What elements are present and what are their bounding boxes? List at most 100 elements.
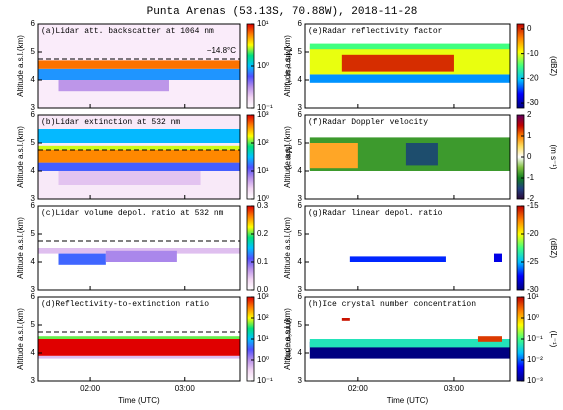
colorbar-unit: (dBZ) xyxy=(549,56,558,76)
y-axis-label: Altitude a.s.l.(km) xyxy=(16,126,25,188)
colorbar-tick-label: 10⁰ xyxy=(257,194,269,203)
colorbar-tick-label: 10¹ xyxy=(257,334,269,343)
y-tick-label: 6 xyxy=(31,201,36,210)
y-tick-label: 5 xyxy=(298,47,303,56)
data-region xyxy=(309,143,358,169)
data-region xyxy=(477,336,502,342)
colorbar-unit: (mm⁶m⁻³m) xyxy=(284,318,293,361)
data-region xyxy=(58,171,201,185)
colorbar-unit: (L⁻¹) xyxy=(549,331,558,348)
colorbar-tick-label: -30 xyxy=(527,285,539,294)
plot-frame xyxy=(304,296,511,382)
panel-title: (e)Radar reflectivity factor xyxy=(308,27,443,36)
y-tick-label: 3 xyxy=(31,103,36,112)
y-axis-label: Altitude a.s.l.(km) xyxy=(16,35,25,97)
colorbar-tick-label: 10⁻² xyxy=(527,355,543,364)
data-region xyxy=(58,80,169,92)
colorbar-unit: (dBZ) xyxy=(549,238,558,258)
colorbar-tick-label: -20 xyxy=(527,73,539,82)
y-tick-label: 3 xyxy=(298,194,303,203)
colorbar-tick-label: 1 xyxy=(527,131,532,140)
data-region xyxy=(341,54,454,72)
data-region xyxy=(58,253,106,265)
y-tick-label: 5 xyxy=(31,320,36,329)
data-region xyxy=(38,129,240,143)
y-tick-label: 5 xyxy=(31,229,36,238)
x-tick-label: 02:00 xyxy=(348,384,369,393)
panel-title: (c)Lidar volume depol. ratio at 532 nm xyxy=(41,209,224,218)
data-region xyxy=(38,336,240,339)
colorbar-tick-label: -20 xyxy=(527,229,539,238)
colorbar-tick-label: 10² xyxy=(257,138,269,147)
data-region xyxy=(105,250,177,262)
y-tick-label: 6 xyxy=(298,292,303,301)
colorbar-tick-label: 0.1 xyxy=(257,257,269,266)
y-axis-label: Altitude a.s.l.(km) xyxy=(16,308,25,370)
data-region xyxy=(341,318,350,321)
x-tick-label: 02:00 xyxy=(80,384,101,393)
colorbar-tick-label: -30 xyxy=(527,98,539,107)
colorbar-tick-label: 0 xyxy=(527,24,532,33)
y-tick-label: 4 xyxy=(31,348,36,357)
data-region xyxy=(38,150,240,163)
colorbar-tick-label: 10⁰ xyxy=(527,313,539,322)
annotation: −14.8°C xyxy=(207,46,236,55)
y-tick-label: 6 xyxy=(31,110,36,119)
colorbar-tick-label: 2 xyxy=(527,110,532,119)
colorbar-unit: (m s⁻¹) xyxy=(549,144,558,169)
data-region xyxy=(38,339,240,356)
colorbar xyxy=(246,205,255,291)
plot-frame xyxy=(304,205,511,291)
colorbar-tick-label: -10 xyxy=(527,49,539,58)
y-tick-label: 5 xyxy=(31,47,36,56)
y-tick-label: 3 xyxy=(31,285,36,294)
colorbar xyxy=(516,23,525,109)
data-region xyxy=(38,68,240,80)
plot-frame xyxy=(304,114,511,200)
y-axis-label: Altitude a.s.l.(km) xyxy=(283,308,292,370)
y-tick-label: 6 xyxy=(31,19,36,28)
colorbar-tick-label: 10⁻¹ xyxy=(527,334,543,343)
y-tick-label: 4 xyxy=(298,348,303,357)
x-tick-label: 03:00 xyxy=(444,384,465,393)
y-tick-label: 5 xyxy=(298,138,303,147)
colorbar-tick-label: -15 xyxy=(527,201,539,210)
y-tick-label: 6 xyxy=(298,19,303,28)
data-region xyxy=(309,43,510,50)
y-tick-label: 3 xyxy=(298,376,303,385)
y-tick-label: 4 xyxy=(31,166,36,175)
y-tick-label: 4 xyxy=(298,257,303,266)
colorbar-tick-label: 0.2 xyxy=(257,229,269,238)
colorbar-tick-label: 10⁰ xyxy=(257,61,269,70)
data-region xyxy=(309,339,510,348)
colorbar-tick-label: 10⁻³ xyxy=(527,376,543,385)
colorbar-tick-label: -2 xyxy=(527,194,535,203)
colorbar-tick-label: 10³ xyxy=(257,110,269,119)
x-axis-label: Time (UTC) xyxy=(387,396,429,405)
y-tick-label: 3 xyxy=(298,103,303,112)
panel-title: (f)Radar Doppler velocity xyxy=(308,118,428,127)
colorbar-tick-label: 10¹ xyxy=(527,292,539,301)
plot-frame xyxy=(37,205,241,291)
data-region xyxy=(405,143,438,166)
y-tick-label: 4 xyxy=(298,166,303,175)
colorbar xyxy=(516,205,525,291)
y-tick-label: 5 xyxy=(298,320,303,329)
colorbar-tick-label: 10¹ xyxy=(257,19,269,28)
colorbar-tick-label: 0.3 xyxy=(257,201,269,210)
panel-title: (a)Lidar att. backscatter at 1064 nm xyxy=(41,27,214,36)
plot-frame xyxy=(37,296,241,382)
plot-frame xyxy=(37,23,241,109)
y-axis-label: Altitude a.s.l.(km) xyxy=(283,217,292,279)
colorbar-unit: (Mm⁻¹) xyxy=(284,144,293,170)
colorbar-tick-label: 10⁰ xyxy=(257,355,269,364)
data-region xyxy=(38,60,240,69)
plot-frame xyxy=(304,23,511,109)
y-tick-label: 3 xyxy=(31,194,36,203)
colorbar-tick-label: 0 xyxy=(527,152,532,161)
y-axis-label: Altitude a.s.l.(km) xyxy=(16,217,25,279)
x-tick-label: 03:00 xyxy=(175,384,196,393)
colorbar-tick-label: 10¹ xyxy=(257,166,269,175)
colorbar-tick-label: -25 xyxy=(527,257,539,266)
